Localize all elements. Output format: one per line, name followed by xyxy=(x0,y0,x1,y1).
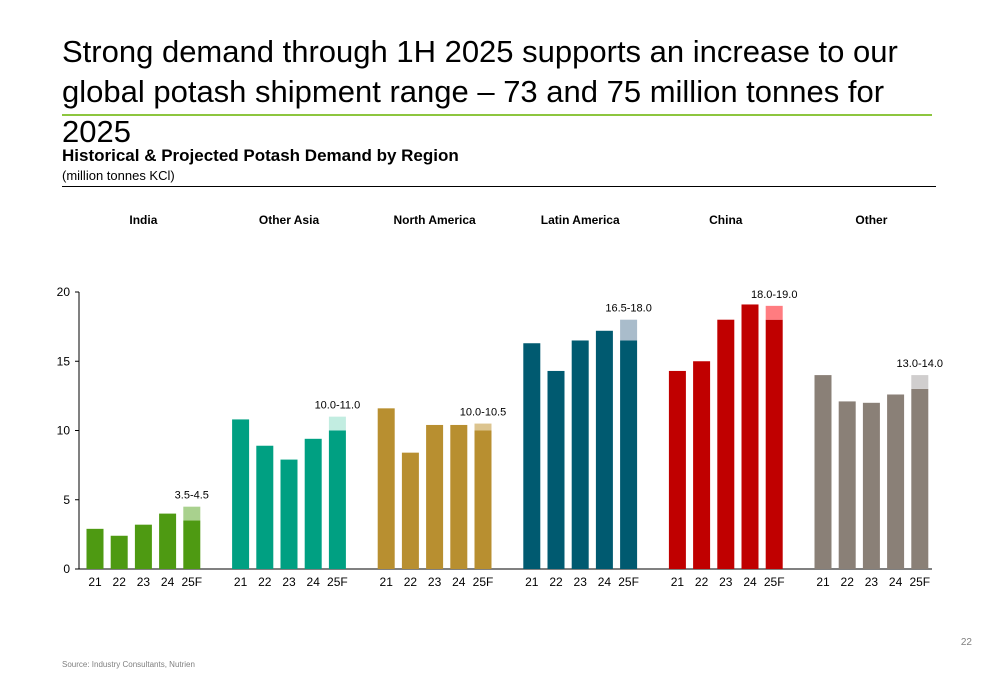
bar xyxy=(887,394,905,569)
bar xyxy=(474,430,492,569)
region-label: China xyxy=(709,213,743,227)
x-tick-label: 22 xyxy=(695,575,709,589)
bar xyxy=(620,340,638,569)
region-label: Other xyxy=(855,213,887,227)
x-tick-label: 22 xyxy=(113,575,127,589)
bar xyxy=(862,402,880,569)
title-underline xyxy=(62,114,932,116)
x-tick-label: 23 xyxy=(574,575,588,589)
x-tick-label: 23 xyxy=(428,575,442,589)
bar xyxy=(426,424,444,569)
forecast-range-bar xyxy=(328,416,346,431)
bar xyxy=(256,445,274,569)
x-tick-label: 21 xyxy=(88,575,102,589)
forecast-range-bar xyxy=(620,319,638,341)
x-tick-label: 21 xyxy=(671,575,685,589)
bar xyxy=(377,408,395,569)
region-label: Latin America xyxy=(541,213,620,227)
x-tick-label: 25F xyxy=(181,575,202,589)
forecast-range-label: 10.0-10.5 xyxy=(460,407,506,419)
bar xyxy=(717,319,735,569)
bar xyxy=(110,535,128,569)
x-tick-label: 23 xyxy=(865,575,879,589)
x-tick-label: 21 xyxy=(525,575,539,589)
forecast-range-label: 10.0-11.0 xyxy=(315,400,361,412)
forecast-range-bar xyxy=(765,305,783,320)
bar xyxy=(159,513,177,569)
page-number: 22 xyxy=(960,637,972,648)
region-label: Other Asia xyxy=(259,213,320,227)
x-tick-label: 23 xyxy=(282,575,296,589)
y-tick-label: 10 xyxy=(57,424,71,438)
x-tick-label: 22 xyxy=(404,575,418,589)
x-tick-label: 25F xyxy=(909,575,930,589)
source-note: Source: Industry Consultants, Nutrien xyxy=(62,660,195,669)
bar xyxy=(838,401,856,569)
bar xyxy=(183,520,201,569)
x-tick-label: 21 xyxy=(234,575,248,589)
slide-title: Strong demand through 1H 2025 supports a… xyxy=(62,34,898,149)
forecast-range-bar xyxy=(474,423,492,431)
x-tick-label: 25F xyxy=(618,575,639,589)
chart-title: Historical & Projected Potash Demand by … xyxy=(62,146,459,165)
bar xyxy=(232,419,250,569)
bar xyxy=(86,528,104,569)
region-label: India xyxy=(129,213,157,227)
forecast-range-bar xyxy=(911,375,929,389)
bar xyxy=(328,430,346,569)
forecast-range-label: 3.5-4.5 xyxy=(175,490,209,502)
forecast-range-label: 13.0-14.0 xyxy=(897,358,943,370)
x-tick-label: 21 xyxy=(380,575,394,589)
x-tick-label: 24 xyxy=(307,575,321,589)
x-tick-label: 25F xyxy=(473,575,494,589)
y-tick-label: 5 xyxy=(63,493,70,507)
x-tick-label: 24 xyxy=(452,575,466,589)
x-tick-label: 24 xyxy=(161,575,175,589)
y-tick-label: 15 xyxy=(57,354,71,368)
bar xyxy=(765,319,783,569)
bar xyxy=(304,438,322,569)
bar xyxy=(523,343,541,569)
bar xyxy=(450,424,468,569)
x-tick-label: 22 xyxy=(258,575,272,589)
x-tick-label: 22 xyxy=(841,575,855,589)
bar xyxy=(401,452,419,569)
bar xyxy=(693,361,711,569)
bar xyxy=(595,330,613,569)
region-label: North America xyxy=(393,213,476,227)
x-tick-label: 24 xyxy=(889,575,903,589)
x-tick-label: 24 xyxy=(598,575,612,589)
forecast-range-label: 16.5-18.0 xyxy=(605,303,651,315)
bar xyxy=(814,375,832,569)
bar xyxy=(134,524,152,569)
x-tick-label: 21 xyxy=(816,575,830,589)
x-tick-label: 24 xyxy=(743,575,757,589)
forecast-range-label: 18.0-19.0 xyxy=(751,289,797,301)
bar xyxy=(571,340,589,569)
bar xyxy=(547,370,565,569)
x-tick-label: 23 xyxy=(719,575,733,589)
bar xyxy=(911,388,929,569)
forecast-range-bar xyxy=(183,506,201,521)
x-tick-label: 25F xyxy=(764,575,785,589)
x-tick-label: 23 xyxy=(137,575,151,589)
x-tick-label: 22 xyxy=(549,575,563,589)
bar xyxy=(280,459,298,569)
y-tick-label: 20 xyxy=(57,285,71,299)
chart-header-rule xyxy=(62,186,936,187)
x-tick-label: 25F xyxy=(327,575,348,589)
chart-subtitle: (million tonnes KCl) xyxy=(62,168,175,183)
y-tick-label: 0 xyxy=(63,562,70,576)
bar xyxy=(668,370,686,569)
bar xyxy=(741,304,759,569)
